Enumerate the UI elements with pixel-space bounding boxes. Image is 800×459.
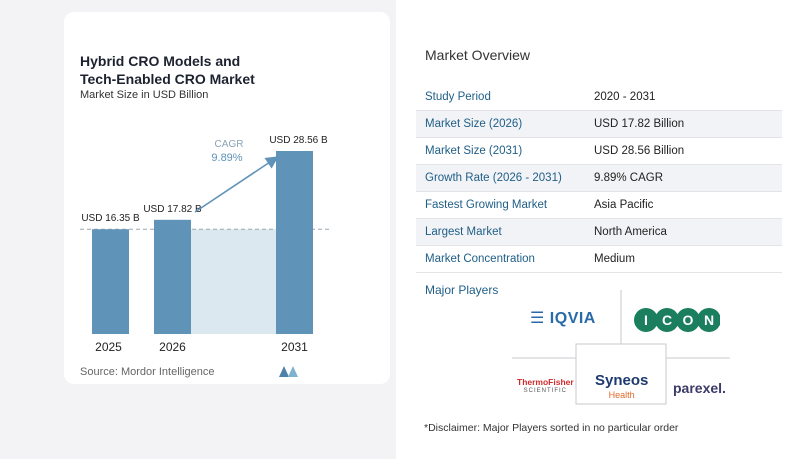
overview-row-value: 9.89% CAGR: [594, 172, 664, 184]
disclaimer: *Disclaimer: Major Players sorted in no …: [424, 422, 679, 434]
overview-row-key: Market Size (2026): [425, 118, 523, 130]
svg-text:I: I: [644, 312, 648, 328]
overview-row: Largest Market North America: [416, 219, 782, 246]
category-label: 2026: [159, 340, 186, 354]
bar-2025: [92, 229, 129, 334]
cagr-arrow: [194, 156, 279, 213]
icon-logo: I C O N: [634, 308, 720, 332]
overview-row-key: Market Concentration: [425, 253, 535, 265]
overview-row-value: Asia Pacific: [594, 199, 654, 211]
chart-subtitle: Market Size in USD Billion: [80, 89, 209, 101]
source-note: Source: Mordor Intelligence: [80, 366, 215, 378]
overview-row-key: Fastest Growing Market: [425, 199, 548, 211]
svg-text:N: N: [704, 312, 714, 328]
overview-row-key: Growth Rate (2026 - 2031): [425, 172, 562, 184]
overview-row-value: USD 17.82 Billion: [594, 118, 685, 130]
thermofisher-logo: ThermoFisher SCIENTIFIC: [517, 377, 574, 395]
cagr-value: 9.89%: [211, 152, 242, 164]
svg-text:C: C: [662, 312, 672, 328]
data-label: USD 17.82 B: [143, 204, 202, 215]
iqvia-logo: ☰ IQVIA: [530, 310, 596, 327]
cagr-label: CAGR: [215, 139, 244, 150]
bar-2031: [276, 151, 313, 334]
overview-row-value: Medium: [594, 253, 635, 265]
overview-row-key: Study Period: [425, 91, 491, 103]
data-label: USD 16.35 B: [81, 213, 140, 224]
svg-text:O: O: [683, 312, 694, 328]
overview-row: Fastest Growing Market Asia Pacific: [416, 192, 782, 219]
major-players-title: Major Players: [425, 283, 499, 297]
overview-row-value: 2020 - 2031: [594, 91, 656, 103]
overview-row: Growth Rate (2026 - 2031) 9.89% CAGR: [416, 165, 782, 192]
overview-row: Market Concentration Medium: [416, 246, 782, 273]
bar-2026: [154, 219, 191, 334]
overview-row: Market Size (2026) USD 17.82 Billion: [416, 111, 782, 138]
chart-title-line1: Hybrid CRO Models and: [80, 53, 241, 69]
category-label: 2025: [95, 340, 122, 354]
overview-row-value: North America: [594, 226, 667, 238]
chart-title-line2: Tech-Enabled CRO Market: [80, 71, 255, 87]
overview-row: Market Size (2031) USD 28.56 Billion: [416, 138, 782, 165]
category-label: 2031: [281, 340, 308, 354]
overview-title: Market Overview: [425, 47, 531, 63]
parexel-logo: parexel.: [673, 380, 726, 396]
overview-row-key: Market Size (2031): [425, 145, 523, 157]
growth-shade: [191, 229, 276, 334]
overview-row-key: Largest Market: [425, 226, 502, 238]
overview-row-value: USD 28.56 Billion: [594, 145, 685, 157]
mordor-logo-icon: [279, 366, 298, 377]
chart-title: Hybrid CRO Models and Tech-Enabled CRO M…: [80, 52, 280, 88]
overview-row: Study Period 2020 - 2031: [416, 84, 782, 111]
syneos-logo: Syneos Health: [595, 372, 649, 400]
data-label: USD 28.56 B: [269, 135, 328, 146]
